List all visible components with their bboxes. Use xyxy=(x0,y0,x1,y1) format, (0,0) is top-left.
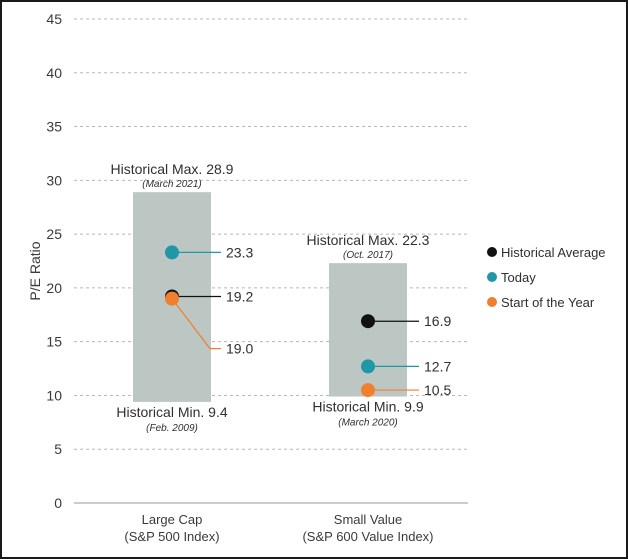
value-label-start_of_year: 10.5 xyxy=(424,382,451,398)
category-label: Large Cap xyxy=(142,512,203,527)
data-points: 23.3 19.2 19.0 12.7 16.9 10.5 xyxy=(165,244,451,398)
range-bar xyxy=(329,263,407,397)
category-label: Small Value xyxy=(334,512,402,527)
max-date: (Oct. 2017) xyxy=(343,250,393,261)
max-label: Historical Max. 22.3 xyxy=(307,232,430,248)
value-label-start_of_year: 19.0 xyxy=(226,341,253,357)
y-tick-label: 25 xyxy=(46,226,62,242)
range-annotations: Historical Max. 28.9 (March 2021) Historic… xyxy=(111,161,430,434)
value-label-today: 23.3 xyxy=(226,244,253,260)
legend-label-today: Today xyxy=(501,270,536,285)
min-label: Historical Min. 9.9 xyxy=(312,399,423,415)
y-axis-title: P/E Ratio xyxy=(27,241,43,300)
point-today xyxy=(361,359,375,374)
category-sublabel: (S&P 600 Value Index) xyxy=(302,529,433,544)
y-tick-label: 30 xyxy=(46,172,62,188)
y-tick-label: 15 xyxy=(46,334,62,350)
legend-marker-historical_average xyxy=(487,247,497,257)
range-bars xyxy=(133,192,407,402)
max-label: Historical Max. 28.9 xyxy=(111,161,234,177)
min-date: (Feb. 2009) xyxy=(146,423,198,434)
min-date: (March 2020) xyxy=(338,418,397,429)
max-date: (March 2021) xyxy=(142,179,201,190)
value-label-historical_average: 19.2 xyxy=(226,288,253,304)
y-tick-label: 40 xyxy=(46,65,62,81)
legend-marker-start_of_year xyxy=(487,297,497,307)
legend-marker-today xyxy=(487,272,497,282)
legend-label-historical_average: Historical Average xyxy=(501,245,606,260)
y-tick-label: 10 xyxy=(46,387,62,403)
legend-label-start_of_year: Start of the Year xyxy=(501,295,595,310)
category-sublabel: (S&P 500 Index) xyxy=(124,529,219,544)
leader-line-start_of_year xyxy=(171,298,221,350)
y-tick-label: 20 xyxy=(46,280,62,296)
min-label: Historical Min. 9.4 xyxy=(116,404,227,420)
value-label-historical_average: 16.9 xyxy=(424,313,451,329)
value-label-today: 12.7 xyxy=(424,358,451,374)
point-historical_average xyxy=(361,314,375,329)
point-start_of_year xyxy=(361,383,375,398)
y-tick-label: 45 xyxy=(46,11,62,27)
y-tick-label: 0 xyxy=(54,495,62,511)
gridlines xyxy=(74,18,468,504)
legend: Historical Average Today Start of the Year xyxy=(487,245,606,310)
y-tick-label: 5 xyxy=(54,441,62,457)
y-tick-label: 35 xyxy=(46,119,62,135)
y-axis: 0 5 10 15 20 25 30 35 40 45 P/E Ratio xyxy=(27,11,62,511)
x-axis-categories: Large Cap (S&P 500 Index) Small Value (S&P … xyxy=(124,512,433,544)
point-today xyxy=(165,245,179,260)
point-start_of_year xyxy=(165,291,179,306)
